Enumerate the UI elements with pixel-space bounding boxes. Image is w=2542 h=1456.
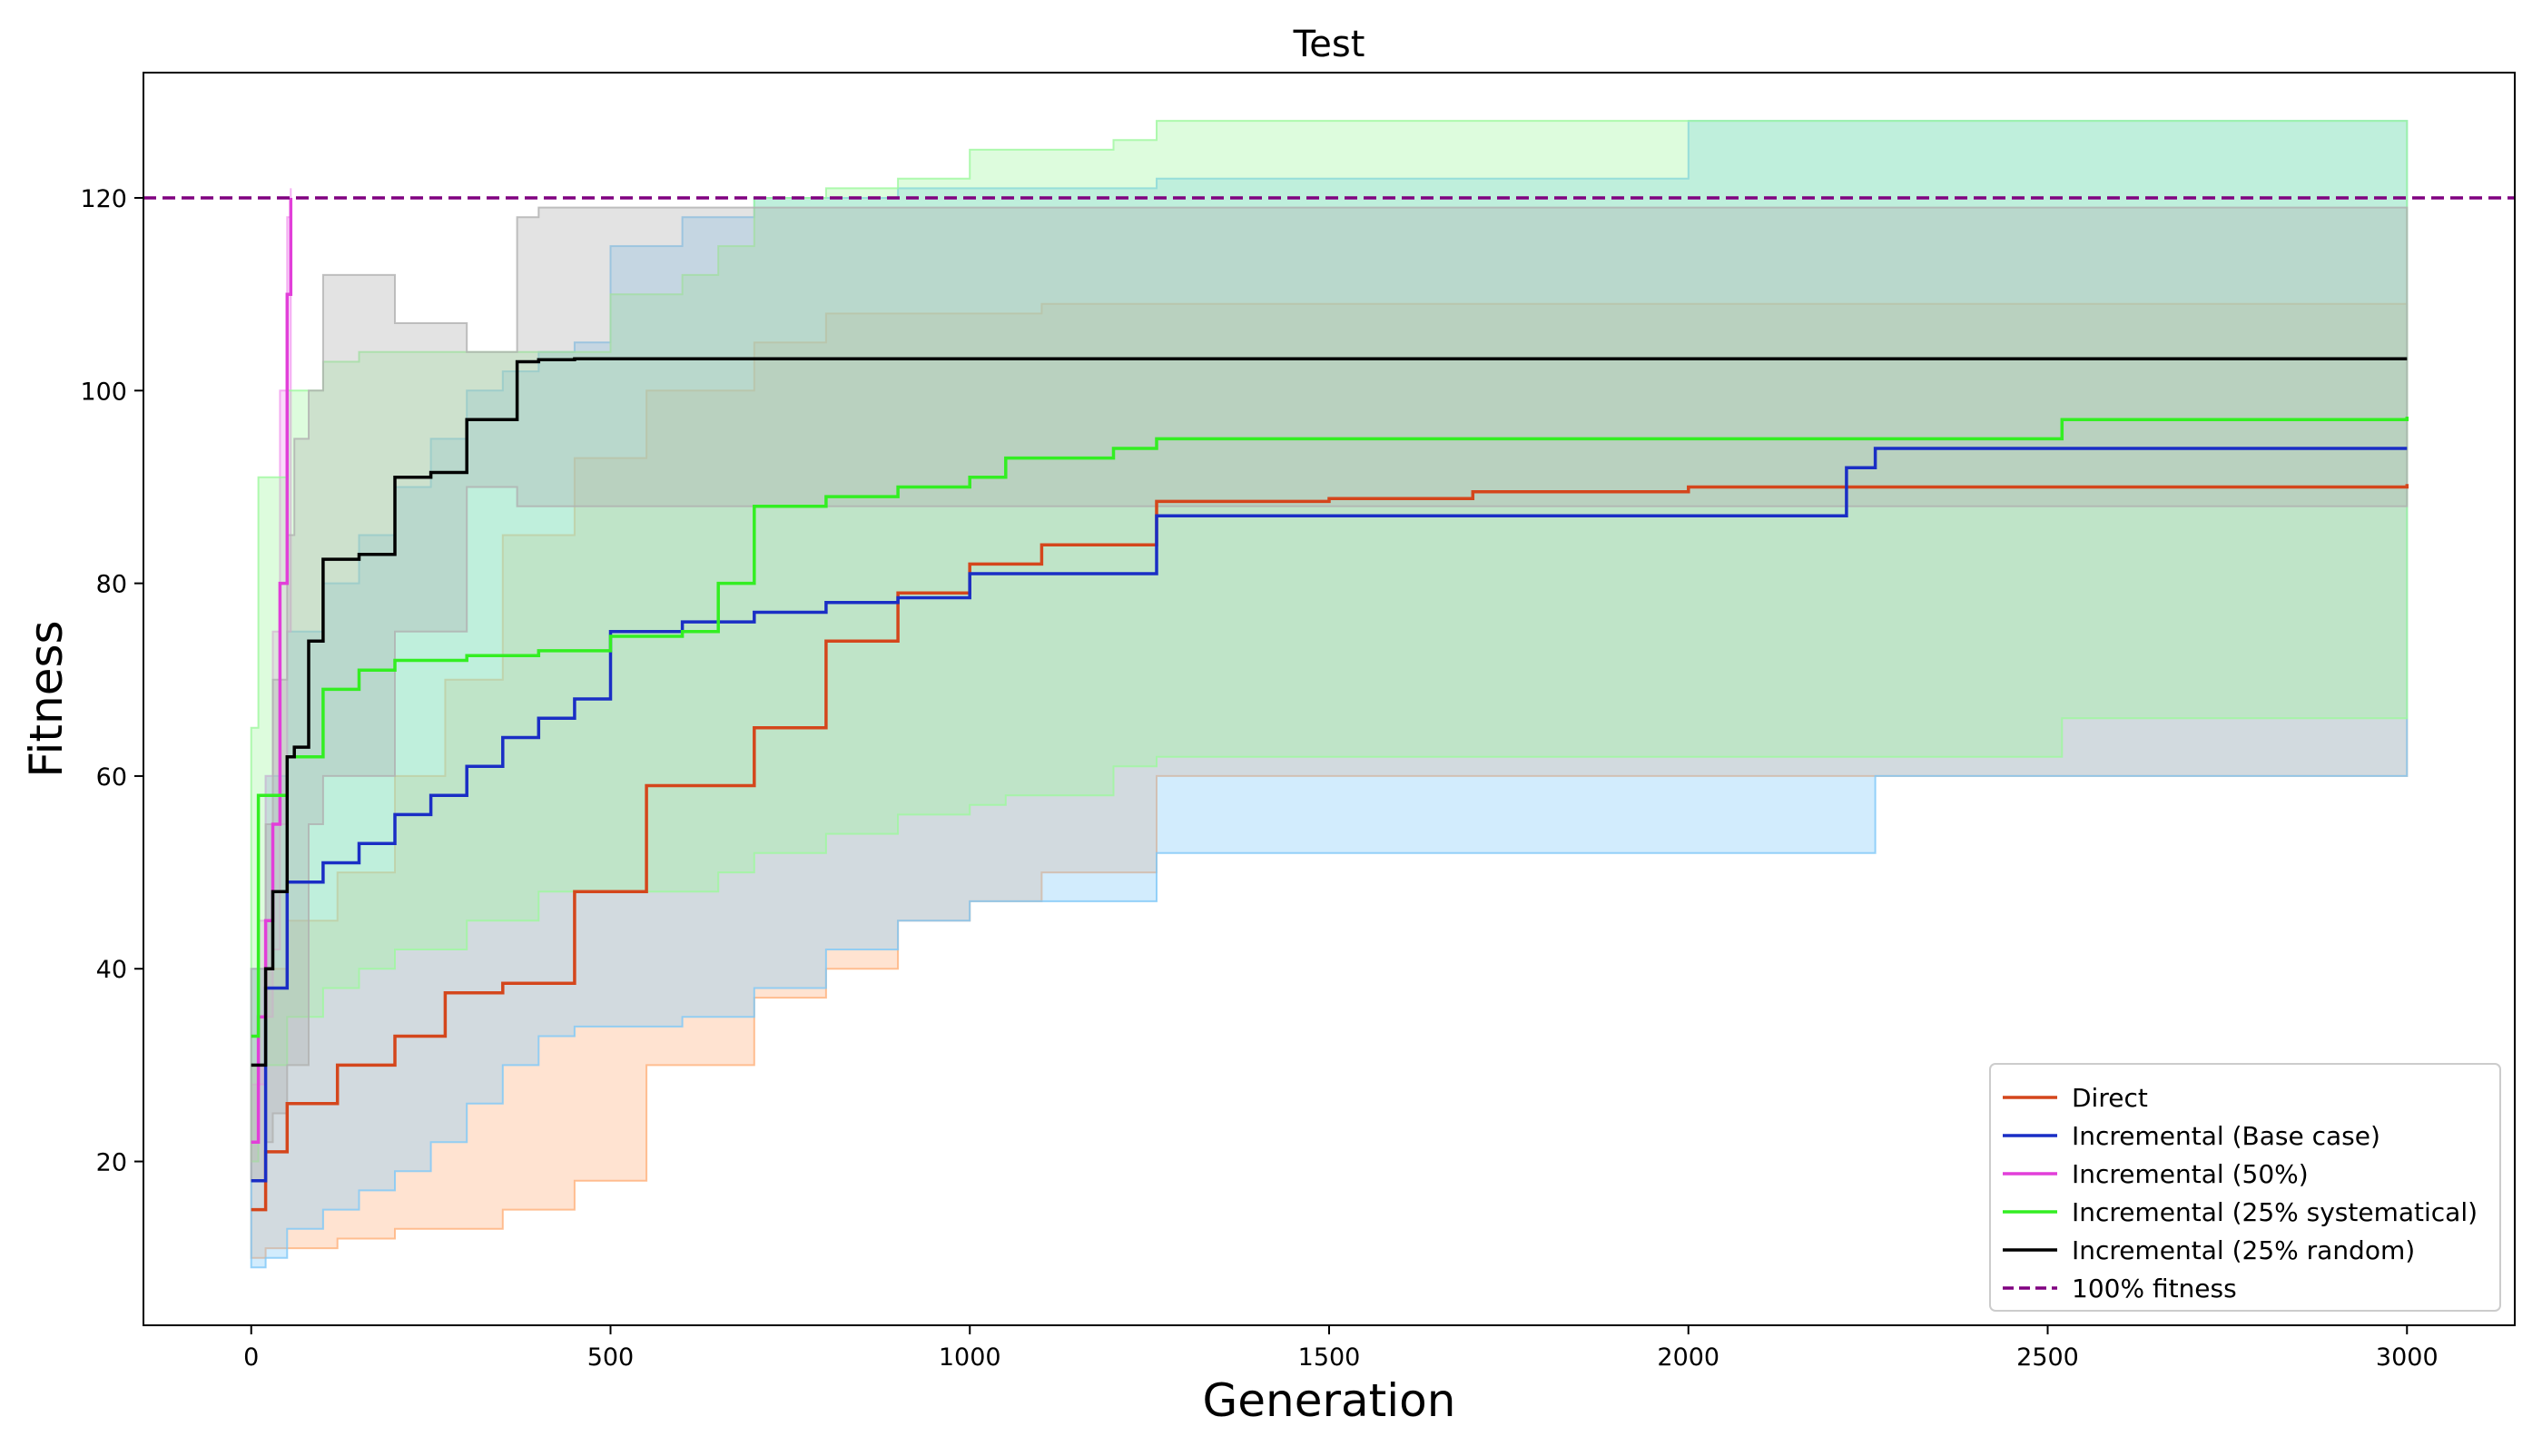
- line-series-1: [251, 447, 2408, 1183]
- y-tick-label: 20: [96, 1149, 127, 1177]
- y-tick-label: 120: [80, 185, 127, 213]
- x-tick-label: 2000: [1657, 1343, 1719, 1372]
- y-tick-label: 60: [96, 763, 127, 792]
- legend-label-0: Direct: [2072, 1083, 2148, 1113]
- x-tick-label: 3000: [2376, 1343, 2439, 1372]
- x-tick-label: 0: [243, 1343, 259, 1372]
- x-tick-label: 500: [587, 1343, 635, 1372]
- band-series-4: [250, 206, 2409, 1182]
- x-axis-label: Generation: [1203, 1374, 1456, 1427]
- x-tick-label: 1500: [1298, 1343, 1361, 1372]
- legend-label-5: 100% fitness: [2072, 1274, 2237, 1304]
- y-tick-label: 80: [96, 571, 127, 599]
- line-series-0: [251, 484, 2409, 1212]
- legend-label-3: Incremental (25% systematical): [2072, 1197, 2478, 1227]
- legend-label-1: Incremental (Base case): [2072, 1121, 2380, 1151]
- x-tick-label: 2500: [2016, 1343, 2079, 1372]
- legend-box: [1989, 1063, 2501, 1312]
- line-series-3: [251, 417, 2409, 1038]
- y-tick-label: 100: [80, 378, 127, 406]
- line-series-4: [251, 357, 2408, 1067]
- band-series-3: [250, 120, 2409, 1163]
- legend-label-2: Incremental (50%): [2072, 1159, 2309, 1189]
- y-tick-label: 40: [96, 956, 127, 984]
- y-axis-label: Fitness: [20, 620, 73, 777]
- chart-title: Test: [1293, 24, 1365, 65]
- legend: Direct Incremental (Base case) Incremental…: [1989, 1063, 2501, 1312]
- x-tick-label: 1000: [939, 1343, 1001, 1372]
- legend-label-4: Incremental (25% random): [2072, 1235, 2415, 1265]
- band-series-1: [250, 120, 2409, 1269]
